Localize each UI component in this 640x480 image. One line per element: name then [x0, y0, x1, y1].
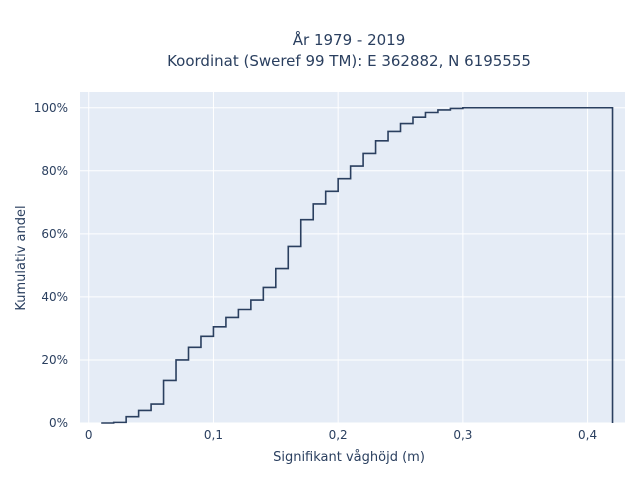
chart-title-line1: År 1979 - 2019: [293, 30, 406, 49]
x-tick-label: 0,1: [204, 428, 223, 442]
y-tick-label: 0%: [49, 416, 68, 430]
series-layer: [101, 106, 614, 424]
x-tick-label: 0,4: [578, 428, 597, 442]
y-tick-label: 100%: [34, 101, 68, 115]
y-tick-label: 80%: [41, 164, 68, 178]
x-axis-ticks: 0 0,1 0,2 0,3 0,4: [85, 428, 597, 442]
plot-area: [80, 92, 625, 423]
y-axis-title: Kumulativ andel: [14, 205, 29, 310]
x-axis-title: Signifikant våghöjd (m): [273, 450, 425, 465]
y-tick-label: 60%: [41, 227, 68, 241]
y-tick-label: 40%: [41, 290, 68, 304]
x-tick-label: 0,3: [453, 428, 472, 442]
x-tick-label: 0: [85, 428, 93, 442]
y-axis-ticks: 0% 20% 40% 60% 80% 100%: [34, 101, 68, 430]
y-tick-label: 20%: [41, 353, 68, 367]
chart-title-line2: Koordinat (Sweref 99 TM): E 362882, N 61…: [167, 52, 531, 70]
cdf-step-line: [101, 106, 614, 424]
x-tick-label: 0,2: [329, 428, 348, 442]
grid-lines: [80, 92, 625, 424]
